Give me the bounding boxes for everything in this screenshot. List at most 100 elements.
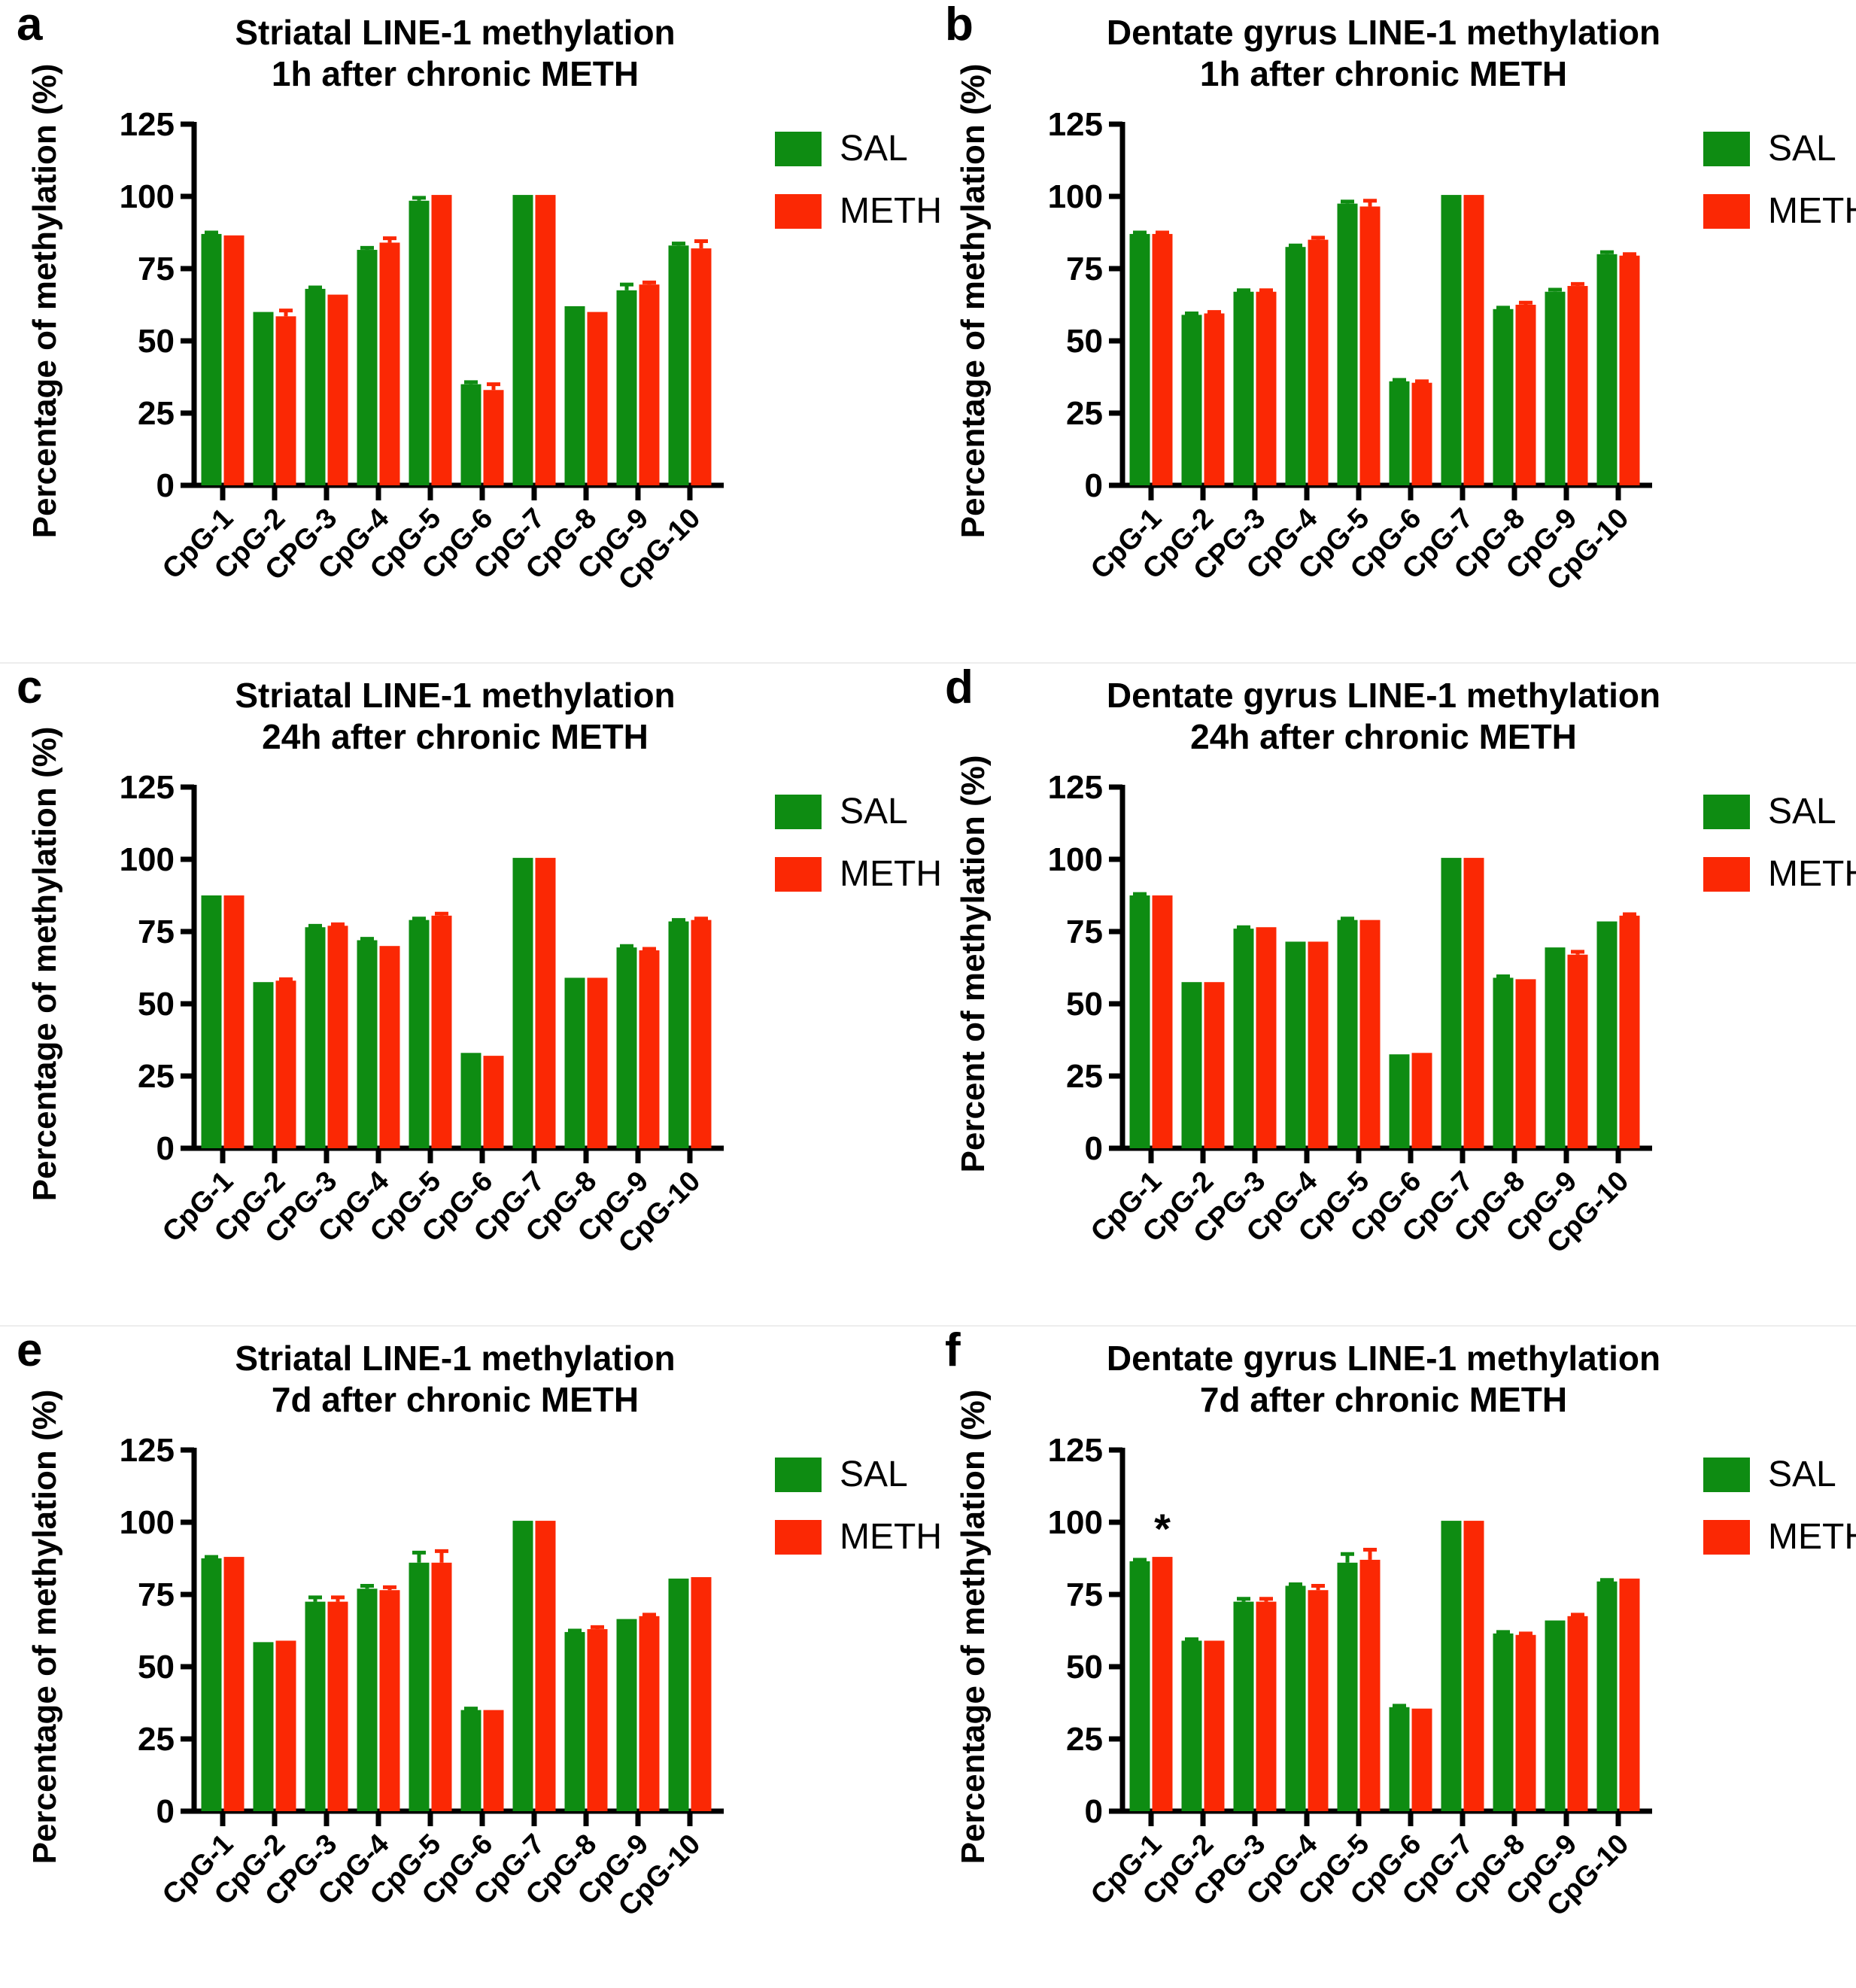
y-tick-label: 125 bbox=[120, 769, 175, 806]
bar-meth-CpG-6 bbox=[483, 1710, 504, 1811]
bar-meth-CpG-6 bbox=[483, 1056, 504, 1148]
bar-sal-CpG-2 bbox=[1181, 315, 1202, 485]
row-separator bbox=[0, 1325, 1856, 1327]
bar-sal-CPG-3 bbox=[1233, 291, 1254, 485]
sal-swatch bbox=[1703, 1457, 1750, 1492]
y-tick-label: 125 bbox=[120, 1432, 175, 1469]
y-tick-label: 75 bbox=[1066, 1576, 1103, 1613]
y-tick-label: 0 bbox=[156, 1130, 175, 1167]
panel-letter: f bbox=[945, 1324, 961, 1376]
y-tick-label: 0 bbox=[156, 467, 175, 504]
bar-sal-CpG-8 bbox=[564, 977, 585, 1148]
y-tick-label: 25 bbox=[1066, 1721, 1103, 1758]
bars bbox=[201, 858, 712, 1148]
x-axis-labels: CpG-1CpG-2CPG-3CpG-4CpG-5CpG-6CpG-7CpG-8… bbox=[1085, 485, 1635, 597]
meth-swatch bbox=[775, 1519, 822, 1555]
bar-sal-CpG-5 bbox=[1337, 203, 1358, 485]
title-line1: Dentate gyrus LINE-1 methylation bbox=[1106, 1339, 1661, 1378]
y-tick-label: 25 bbox=[1066, 1058, 1103, 1095]
bar-meth-CpG-1 bbox=[223, 235, 245, 485]
bar-meth-CpG-9 bbox=[639, 950, 660, 1148]
bar-meth-CpG-1 bbox=[1152, 895, 1173, 1148]
bar-meth-CpG-5 bbox=[431, 1562, 452, 1811]
y-tick-label: 50 bbox=[138, 323, 175, 360]
legend-row-sal: SAL bbox=[1703, 1454, 1856, 1495]
bar-meth-CpG-5 bbox=[1359, 1559, 1381, 1811]
y-tick-label: 0 bbox=[1085, 467, 1103, 504]
meth-label: METH bbox=[1768, 854, 1856, 894]
bar-sal-CpG-6 bbox=[1389, 1054, 1410, 1148]
bar-sal-CpG-5 bbox=[1337, 1562, 1358, 1811]
bar-meth-CpG-6 bbox=[1411, 1053, 1432, 1148]
bar-sal-CpG-10 bbox=[1596, 1581, 1618, 1811]
bar-meth-CpG-6 bbox=[1411, 382, 1432, 485]
sal-label: SAL bbox=[840, 1455, 908, 1494]
bar-meth-CPG-3 bbox=[327, 926, 348, 1148]
bar-meth-CpG-10 bbox=[1619, 915, 1640, 1148]
title-line1: Striatal LINE-1 methylation bbox=[235, 1339, 676, 1378]
bar-sal-CPG-3 bbox=[1233, 1601, 1254, 1811]
bar-sal-CPG-3 bbox=[1233, 929, 1254, 1148]
y-tick-label: 75 bbox=[138, 251, 175, 287]
bar-meth-CpG-4 bbox=[1308, 239, 1329, 485]
bar-meth-CpG-2 bbox=[1204, 1640, 1225, 1811]
title-line1: Striatal LINE-1 methylation bbox=[235, 676, 676, 715]
bar-meth-CpG-8 bbox=[587, 312, 608, 485]
meth-swatch bbox=[1703, 856, 1750, 892]
y-tick-label: 50 bbox=[1066, 986, 1103, 1023]
legend-row-meth: METH bbox=[775, 1516, 942, 1558]
bar-chart: 0 25 50 75 100 125 CpG-1CpG-2CPG-3CpG-4CpG-5Cp… bbox=[1048, 106, 1652, 597]
bar-meth-CpG-2 bbox=[1204, 982, 1225, 1148]
legend-row-meth: METH bbox=[1703, 190, 1856, 232]
meth-label: METH bbox=[1768, 191, 1856, 231]
bar-sal-CpG-5 bbox=[1337, 920, 1358, 1148]
bar-meth-CPG-3 bbox=[1256, 1601, 1277, 1811]
panel-letter: d bbox=[945, 661, 974, 713]
bar-meth-CpG-1 bbox=[223, 1557, 245, 1811]
bar-sal-CpG-8 bbox=[1493, 309, 1514, 485]
bar-sal-CpG-4 bbox=[357, 940, 378, 1148]
legend-row-sal: SAL bbox=[775, 1454, 942, 1495]
meth-label: METH bbox=[1768, 1517, 1856, 1557]
bar-meth-CpG-7 bbox=[535, 195, 556, 485]
bar-sal-CpG-2 bbox=[1181, 982, 1202, 1148]
bar-meth-CpG-6 bbox=[1411, 1708, 1432, 1811]
bar-sal-CpG-1 bbox=[201, 1558, 222, 1811]
bar-sal-CpG-5 bbox=[409, 1562, 430, 1811]
x-axis-labels: CpG-1CpG-2CPG-3CpG-4CpG-5CpG-6CpG-7CpG-8… bbox=[1085, 1148, 1635, 1260]
bar-meth-CpG-2 bbox=[275, 1640, 296, 1811]
y-tick-label: 50 bbox=[1066, 1649, 1103, 1686]
legend-row-meth: METH bbox=[775, 853, 942, 895]
panel-title: Striatal LINE-1 methylation 24h after ch… bbox=[132, 675, 779, 758]
bar-meth-CpG-5 bbox=[1359, 206, 1381, 485]
bar-sal-CpG-1 bbox=[201, 895, 222, 1148]
title-line1: Striatal LINE-1 methylation bbox=[235, 13, 676, 52]
bar-sal-CpG-8 bbox=[1493, 1633, 1514, 1811]
legend: SAL METH bbox=[775, 128, 942, 232]
y-tick-label: 100 bbox=[1048, 178, 1103, 215]
bar-meth-CPG-3 bbox=[1256, 927, 1277, 1148]
bar-sal-CpG-1 bbox=[1129, 895, 1150, 1148]
title-line2: 7d after chronic METH bbox=[1199, 1380, 1568, 1420]
bar-sal-CpG-1 bbox=[1129, 1561, 1150, 1811]
panel-c: 0 25 50 75 100 125 CpG-1 CpG-2 CPG-3 CpG-4 CpG-5 Cp… bbox=[0, 663, 942, 1325]
y-tick-label: 75 bbox=[138, 1576, 175, 1613]
bar-sal-CpG-1 bbox=[1129, 233, 1150, 485]
bar-sal-CpG-7 bbox=[1441, 858, 1462, 1148]
bar-sal-CpG-9 bbox=[1545, 1620, 1566, 1811]
y-tick-label: 75 bbox=[1066, 913, 1103, 950]
legend-row-meth: METH bbox=[1703, 853, 1856, 895]
bar-meth-CpG-7 bbox=[1463, 858, 1484, 1148]
y-tick-label: 125 bbox=[1048, 1432, 1103, 1469]
bar-sal-CPG-3 bbox=[305, 288, 326, 485]
y-tick-label: 125 bbox=[1048, 769, 1103, 806]
bar-meth-CpG-9 bbox=[1567, 286, 1588, 485]
y-tick-label: 0 bbox=[156, 1793, 175, 1830]
bar-meth-CpG-2 bbox=[275, 316, 296, 485]
legend: SAL METH bbox=[1703, 128, 1856, 232]
bar-meth-CpG-8 bbox=[587, 1629, 608, 1811]
bar-sal-CPG-3 bbox=[305, 927, 326, 1148]
bar-sal-CpG-4 bbox=[1285, 1585, 1306, 1811]
sal-label: SAL bbox=[840, 792, 908, 831]
significance-star: * bbox=[1154, 1505, 1171, 1552]
